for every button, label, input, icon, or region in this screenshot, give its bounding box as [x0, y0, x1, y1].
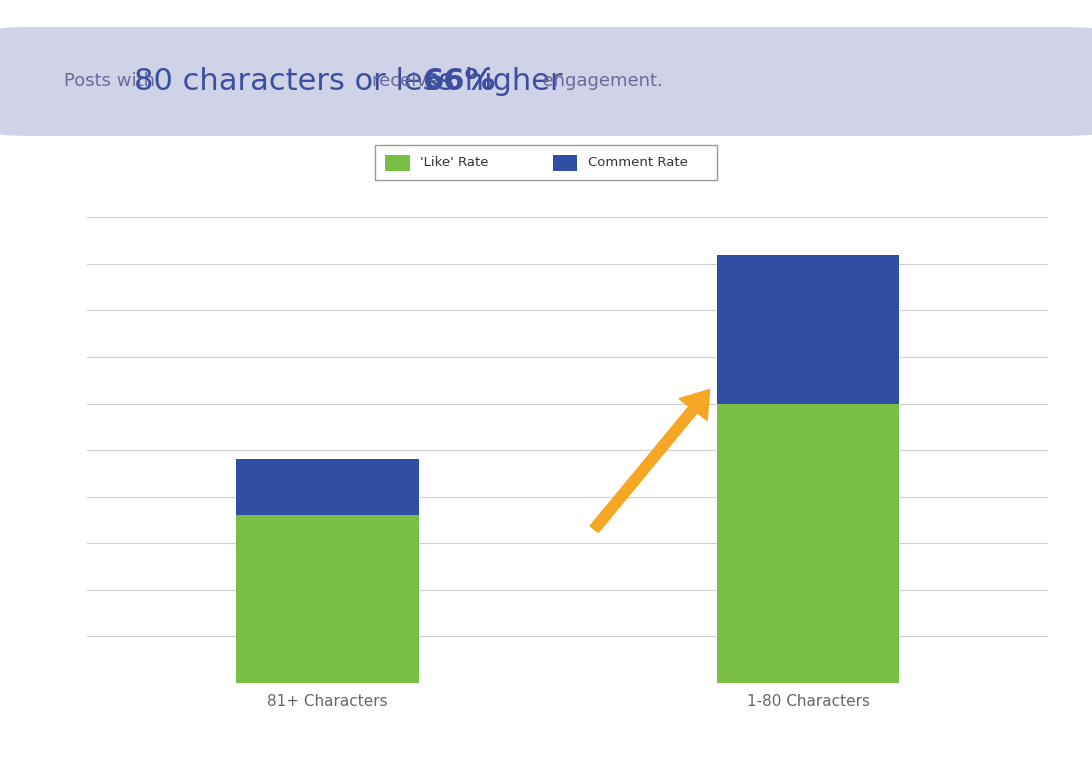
Text: 'Like' Rate: 'Like' Rate [420, 157, 489, 169]
Text: engagement.: engagement. [531, 72, 663, 91]
Bar [236, 515, 419, 683]
FancyBboxPatch shape [0, 27, 1092, 136]
FancyBboxPatch shape [375, 146, 717, 180]
Bar [716, 404, 900, 683]
Text: 80 characters or less: 80 characters or less [134, 67, 464, 96]
Bar [716, 255, 900, 404]
FancyArrow shape [590, 390, 710, 532]
Text: higher: higher [455, 67, 562, 96]
Text: receive: receive [371, 72, 443, 91]
Text: 66%: 66% [423, 67, 496, 96]
Bar [385, 155, 410, 171]
Bar [236, 459, 419, 515]
Text: Posts with: Posts with [63, 72, 161, 91]
Bar [553, 155, 578, 171]
Text: Comment Rate: Comment Rate [587, 157, 688, 169]
